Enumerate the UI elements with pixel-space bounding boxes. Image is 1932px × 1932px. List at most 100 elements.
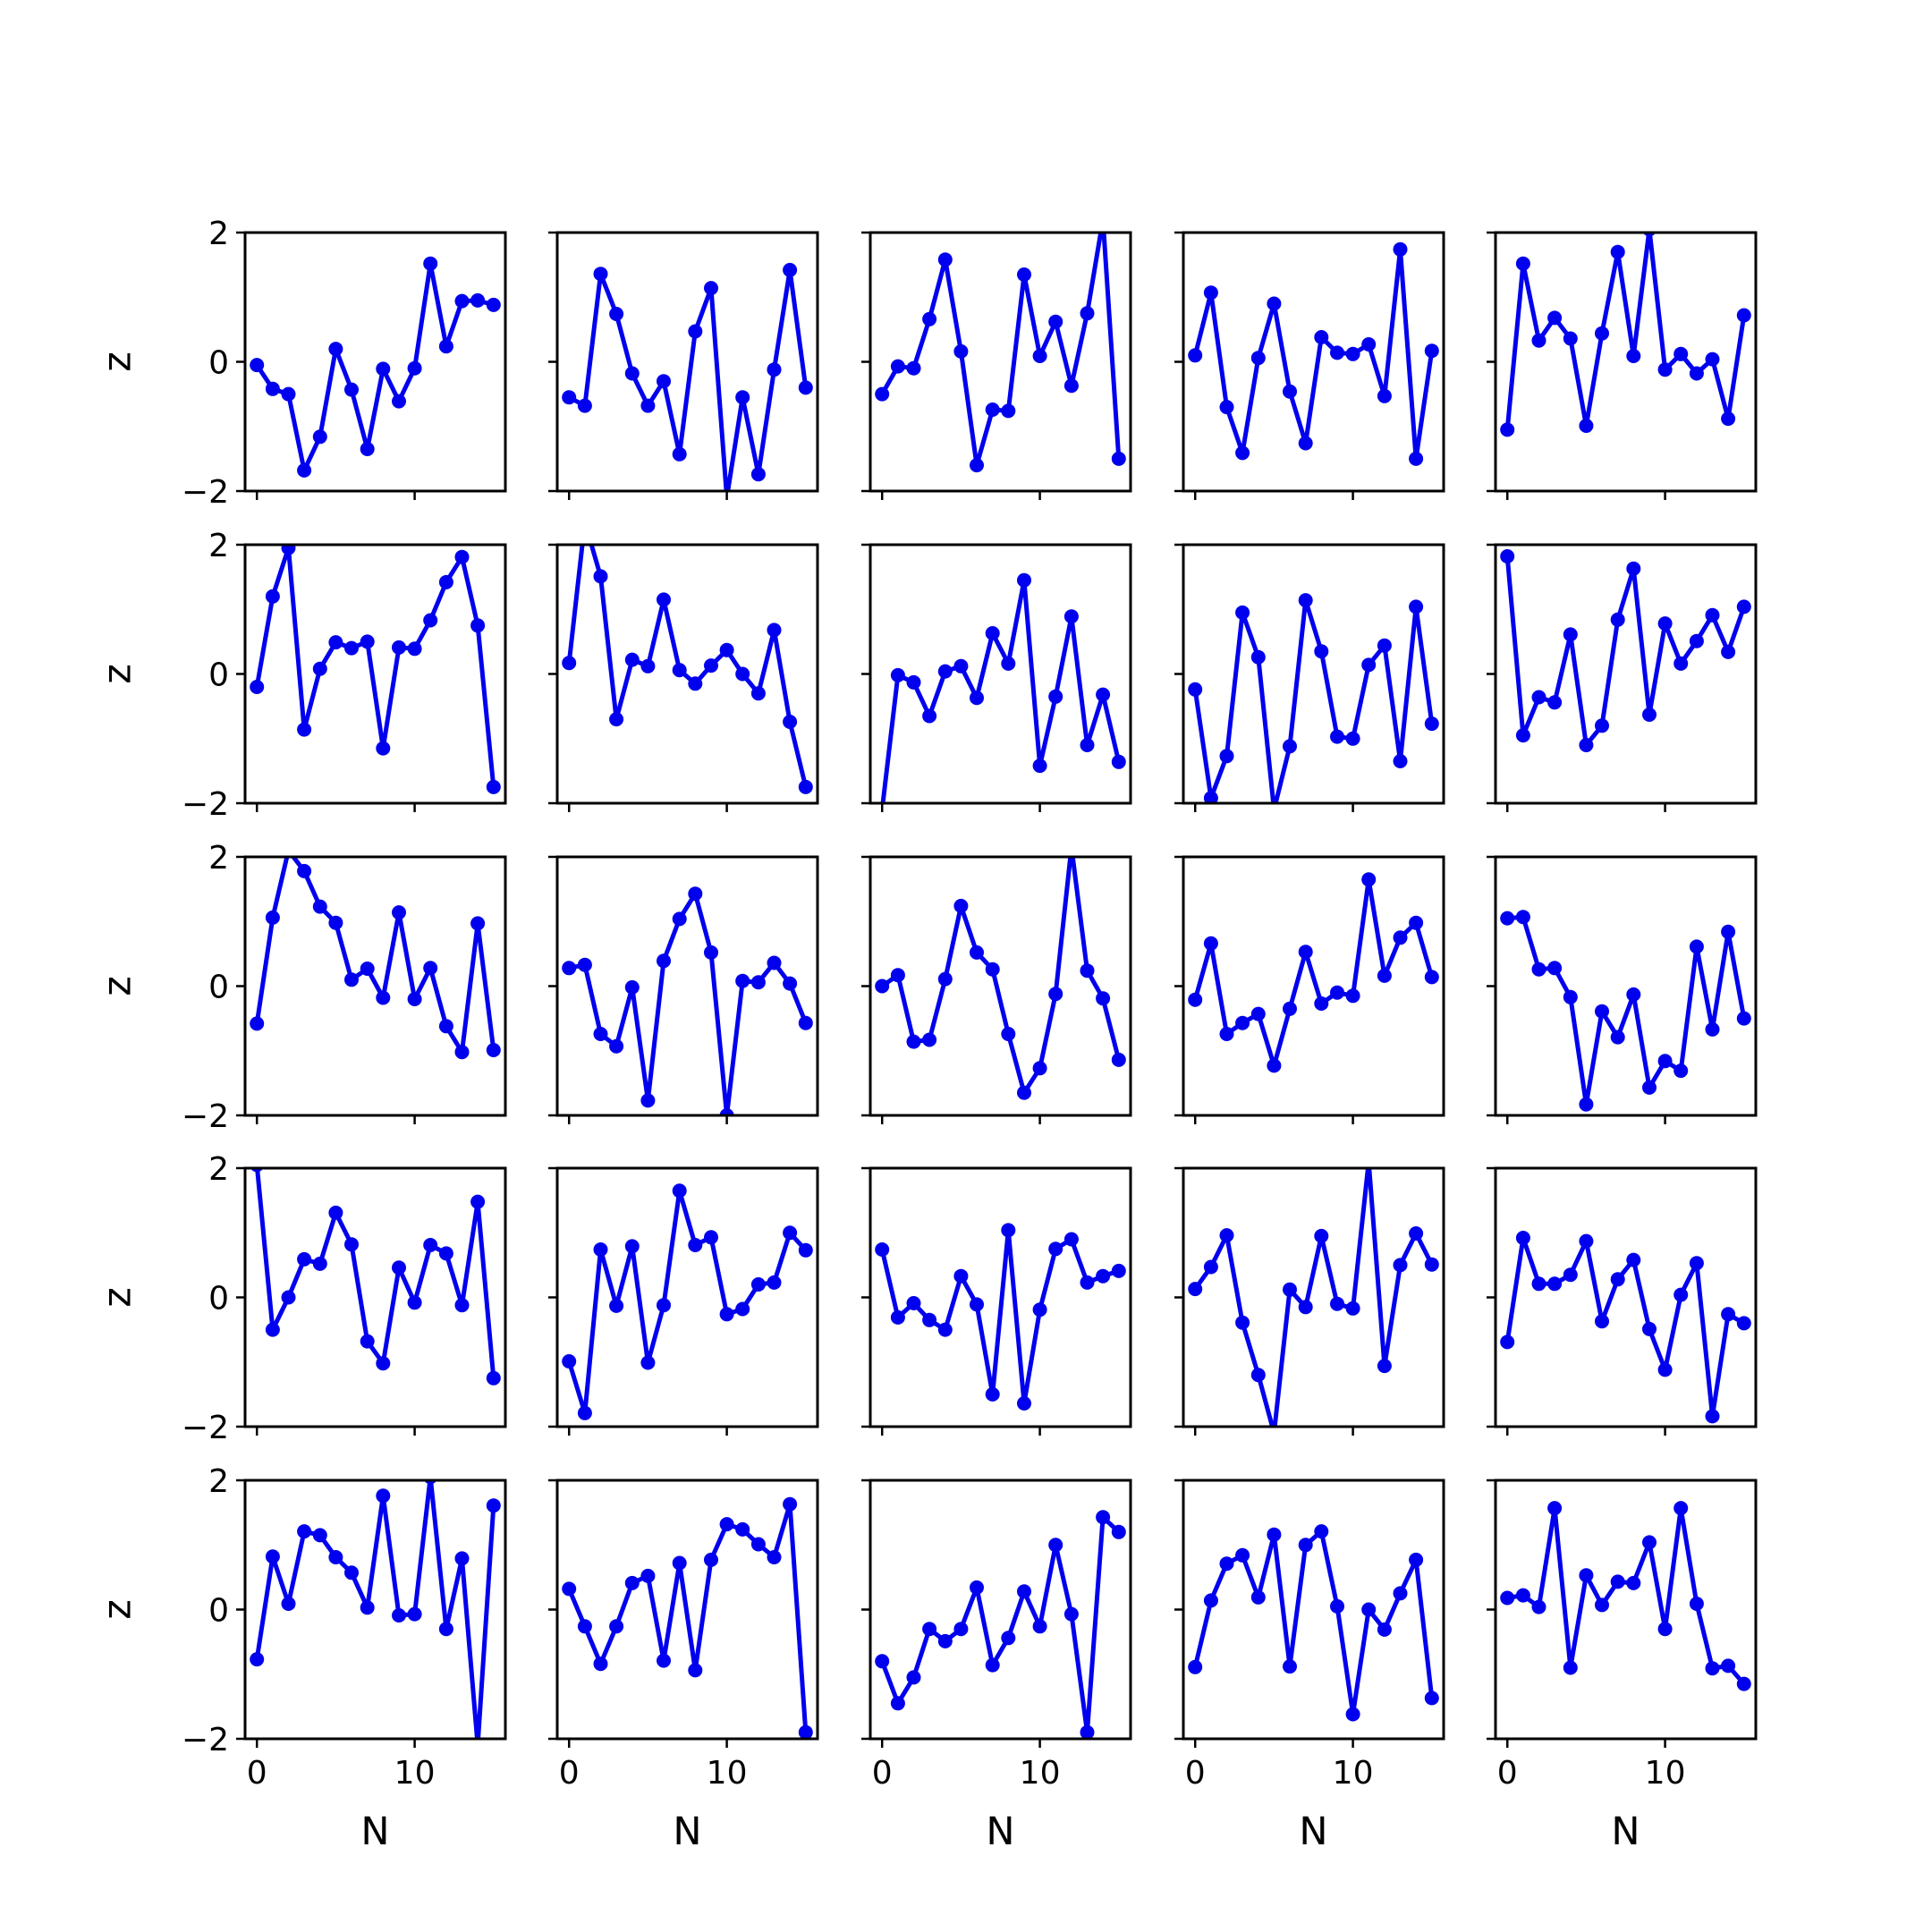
subplot-1-4 bbox=[1174, 231, 1445, 500]
data-point bbox=[798, 1724, 813, 1739]
data-point bbox=[1531, 690, 1546, 705]
subplot-4-4 bbox=[1174, 1166, 1445, 1436]
y-tick-label: 0 bbox=[208, 1593, 229, 1630]
data-point bbox=[906, 674, 921, 690]
data-point bbox=[1001, 1631, 1016, 1646]
data-point bbox=[1610, 1574, 1625, 1589]
data-point bbox=[798, 779, 813, 794]
data-point bbox=[1032, 1302, 1047, 1318]
plot-area bbox=[1500, 1231, 1751, 1424]
plot-area bbox=[562, 886, 813, 1115]
data-point bbox=[250, 1016, 265, 1031]
data-point bbox=[1721, 924, 1736, 939]
data-point bbox=[875, 386, 890, 402]
series-line bbox=[1192, 877, 1435, 1068]
data-point bbox=[1032, 1061, 1047, 1076]
data-point bbox=[688, 676, 703, 691]
data-point bbox=[1377, 1622, 1392, 1637]
data-point bbox=[1048, 1241, 1063, 1257]
data-point bbox=[1705, 1409, 1720, 1424]
data-point bbox=[1515, 1588, 1530, 1603]
data-point bbox=[783, 715, 798, 729]
data-point bbox=[1048, 987, 1063, 1002]
data-point bbox=[265, 910, 280, 925]
x-tick-label: 10 bbox=[1645, 1755, 1686, 1792]
data-point bbox=[407, 360, 422, 376]
y-axis-label: z bbox=[96, 352, 140, 372]
data-point bbox=[1111, 754, 1126, 769]
data-point bbox=[1515, 728, 1530, 743]
data-point bbox=[1283, 1001, 1297, 1016]
x-tick-label: 0 bbox=[1497, 1755, 1518, 1792]
data-point bbox=[562, 390, 577, 405]
data-point bbox=[1705, 607, 1720, 623]
data-point bbox=[1345, 731, 1360, 746]
data-point bbox=[1203, 1259, 1218, 1275]
data-point bbox=[1657, 616, 1673, 631]
data-point bbox=[735, 1301, 750, 1317]
data-point bbox=[1595, 1004, 1609, 1019]
data-point bbox=[1377, 638, 1392, 653]
data-point bbox=[376, 990, 391, 1005]
data-point bbox=[1705, 1661, 1720, 1676]
data-point bbox=[1377, 1359, 1392, 1374]
data-point bbox=[407, 1606, 422, 1622]
series-line bbox=[1193, 1168, 1435, 1427]
data-point bbox=[1626, 1252, 1641, 1267]
data-point bbox=[1017, 572, 1031, 588]
data-point bbox=[562, 1581, 577, 1597]
data-point bbox=[1563, 331, 1578, 346]
data-point bbox=[1626, 987, 1641, 1002]
data-point bbox=[1080, 1275, 1095, 1290]
data-point bbox=[392, 1608, 406, 1623]
data-point bbox=[1610, 1030, 1625, 1045]
data-point bbox=[875, 1242, 890, 1257]
data-point bbox=[1595, 326, 1609, 341]
data-point bbox=[1689, 633, 1704, 648]
data-point bbox=[1096, 687, 1111, 702]
data-point bbox=[1721, 1658, 1736, 1674]
data-point bbox=[1736, 1676, 1751, 1691]
data-point bbox=[672, 1183, 687, 1199]
data-point bbox=[454, 1045, 470, 1060]
data-point bbox=[1298, 1300, 1313, 1315]
data-point bbox=[1595, 718, 1609, 733]
data-point bbox=[1657, 1362, 1673, 1377]
data-point bbox=[1235, 1547, 1250, 1563]
subplot-1-1: −2 0 2 z bbox=[96, 216, 507, 511]
data-point bbox=[1531, 962, 1546, 977]
data-point bbox=[344, 382, 359, 397]
data-point bbox=[704, 1552, 718, 1567]
data-point bbox=[1674, 1063, 1689, 1079]
data-point bbox=[438, 1622, 453, 1637]
data-point bbox=[922, 1622, 937, 1637]
plot-area bbox=[875, 1223, 1126, 1411]
data-point bbox=[985, 1386, 1000, 1402]
data-point bbox=[593, 1027, 608, 1041]
data-point bbox=[1721, 644, 1736, 659]
x-tick-label: 0 bbox=[559, 1755, 580, 1792]
data-point bbox=[672, 1555, 687, 1571]
data-point bbox=[297, 863, 312, 878]
data-point bbox=[783, 976, 798, 991]
data-point bbox=[1298, 945, 1313, 960]
data-point bbox=[486, 1370, 501, 1385]
subplot-5-5: 0 10N bbox=[1487, 1479, 1758, 1854]
data-point bbox=[407, 1295, 422, 1310]
data-point bbox=[407, 992, 422, 1006]
data-point bbox=[312, 899, 327, 914]
data-point bbox=[1642, 1535, 1657, 1550]
data-point bbox=[657, 1298, 671, 1313]
data-point bbox=[704, 281, 718, 296]
data-point bbox=[906, 1034, 921, 1049]
subplot-1-5 bbox=[1487, 231, 1758, 500]
plot-area bbox=[1188, 1524, 1439, 1722]
data-point bbox=[297, 1524, 312, 1539]
data-point bbox=[250, 680, 265, 694]
data-point bbox=[344, 1237, 359, 1252]
data-point bbox=[454, 549, 470, 564]
x-tick-label: 0 bbox=[1185, 1755, 1206, 1792]
data-point bbox=[985, 402, 1000, 417]
data-point bbox=[360, 962, 375, 976]
data-point bbox=[640, 1355, 656, 1370]
